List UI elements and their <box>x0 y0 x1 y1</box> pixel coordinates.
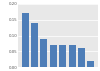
Bar <box>40 39 47 67</box>
Bar <box>22 13 29 67</box>
Bar <box>50 45 57 67</box>
Bar <box>78 48 85 67</box>
Bar <box>59 45 66 67</box>
Bar <box>31 23 38 67</box>
Bar <box>87 61 94 67</box>
Bar <box>69 45 76 67</box>
